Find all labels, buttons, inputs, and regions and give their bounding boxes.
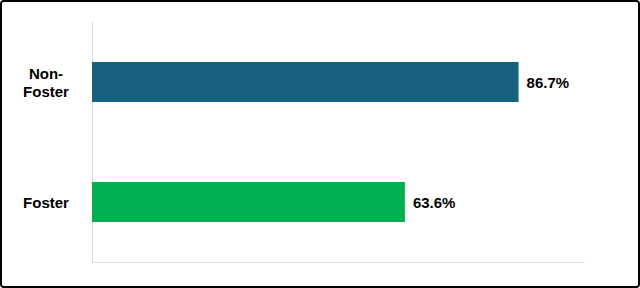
svg-text:Foster: Foster (23, 194, 69, 211)
svg-text:86.7%: 86.7% (527, 74, 570, 91)
svg-text:Foster: Foster (23, 83, 69, 100)
svg-text:63.6%: 63.6% (413, 194, 456, 211)
svg-text:Non-: Non- (29, 65, 63, 82)
